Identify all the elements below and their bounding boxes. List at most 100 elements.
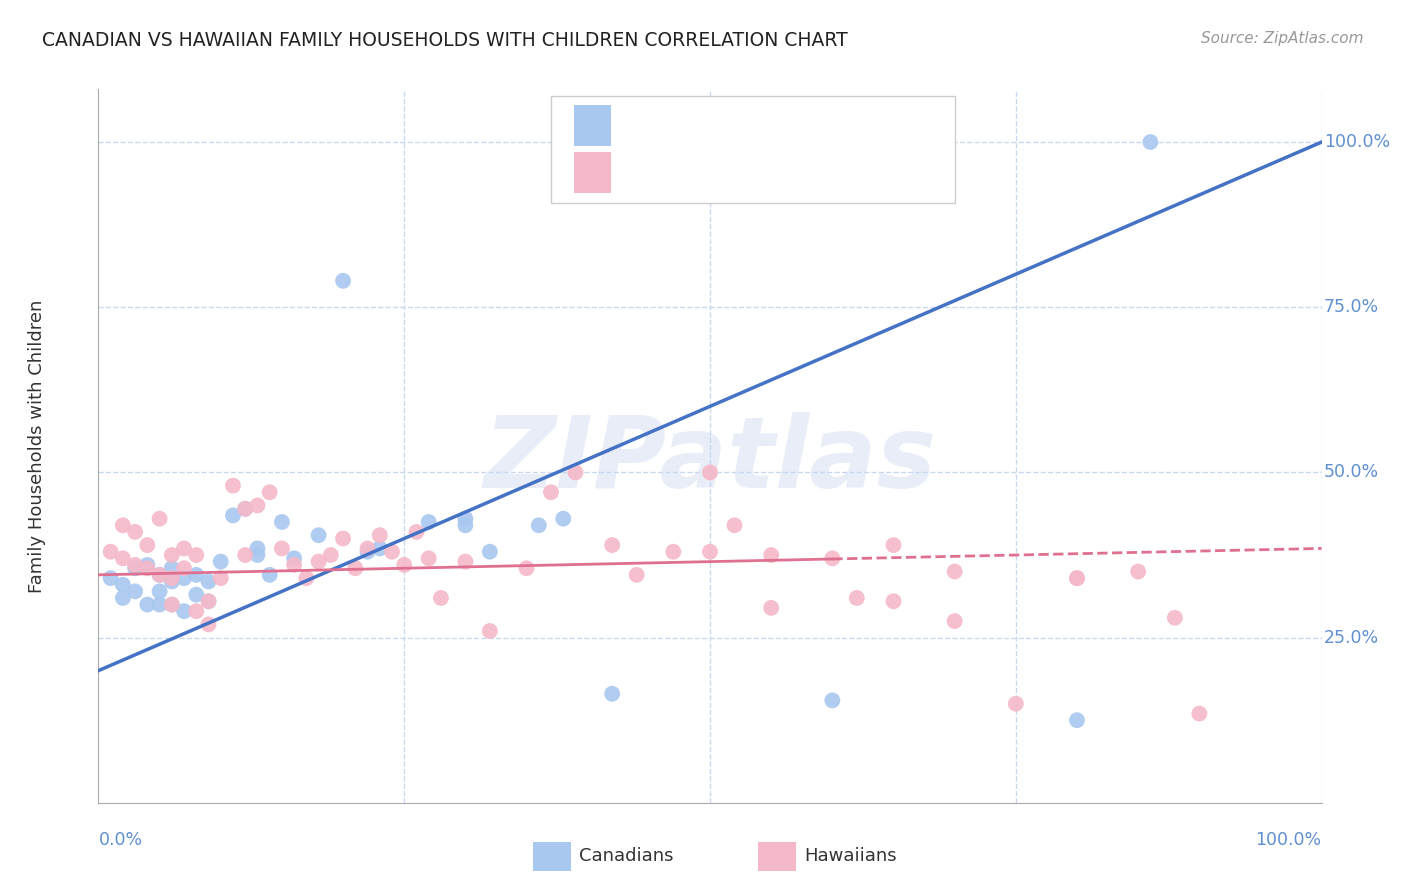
Text: CANADIAN VS HAWAIIAN FAMILY HOUSEHOLDS WITH CHILDREN CORRELATION CHART: CANADIAN VS HAWAIIAN FAMILY HOUSEHOLDS W… xyxy=(42,31,848,50)
Point xyxy=(209,571,232,585)
Point xyxy=(124,558,146,572)
Point xyxy=(160,571,183,585)
Text: 25.0%: 25.0% xyxy=(1324,629,1379,647)
Point xyxy=(405,524,427,539)
Point xyxy=(283,551,305,566)
Point xyxy=(209,555,232,569)
Point xyxy=(454,511,477,525)
Point xyxy=(173,561,195,575)
FancyBboxPatch shape xyxy=(551,96,955,203)
Text: 100.0%: 100.0% xyxy=(1256,831,1322,849)
Point xyxy=(173,541,195,556)
Point xyxy=(100,545,122,559)
Point xyxy=(478,545,501,559)
Point xyxy=(186,588,208,602)
Point xyxy=(136,538,159,552)
Point xyxy=(1066,571,1088,585)
Point xyxy=(381,545,404,559)
Point xyxy=(186,548,208,562)
Point xyxy=(392,558,416,572)
Point xyxy=(246,541,269,556)
FancyBboxPatch shape xyxy=(574,152,612,193)
Point xyxy=(699,545,721,559)
Point xyxy=(1004,697,1026,711)
Text: ZIPatlas: ZIPatlas xyxy=(484,412,936,508)
Point xyxy=(600,538,623,552)
Point xyxy=(626,567,648,582)
Point xyxy=(430,591,453,605)
Point xyxy=(883,538,905,552)
Point xyxy=(246,548,269,562)
Point xyxy=(111,518,134,533)
Point xyxy=(540,485,562,500)
Point xyxy=(149,598,172,612)
Point xyxy=(527,518,550,533)
Point xyxy=(186,567,208,582)
Point xyxy=(149,584,172,599)
Point xyxy=(356,541,378,556)
Point xyxy=(100,571,122,585)
Point xyxy=(111,551,134,566)
Point xyxy=(136,598,159,612)
Point xyxy=(233,548,256,562)
Point xyxy=(259,567,281,582)
Point xyxy=(454,555,477,569)
Point xyxy=(222,508,245,523)
Point xyxy=(136,561,159,575)
Point xyxy=(308,555,330,569)
Point xyxy=(124,561,146,575)
Point xyxy=(283,558,305,572)
Point xyxy=(553,511,575,525)
Point xyxy=(197,617,219,632)
Point xyxy=(368,528,391,542)
Point xyxy=(222,478,245,492)
Text: 100.0%: 100.0% xyxy=(1324,133,1391,151)
Point xyxy=(1188,706,1211,721)
Point xyxy=(699,466,721,480)
Point xyxy=(160,598,183,612)
Point xyxy=(1066,713,1088,727)
Point xyxy=(515,561,537,575)
Point xyxy=(124,524,146,539)
Point xyxy=(160,574,183,589)
Point xyxy=(1164,611,1187,625)
Point xyxy=(454,518,477,533)
Point xyxy=(368,541,391,556)
Point xyxy=(197,594,219,608)
Point xyxy=(160,548,183,562)
Point xyxy=(173,604,195,618)
Text: 0.0%: 0.0% xyxy=(98,831,142,849)
Point xyxy=(246,499,269,513)
Point xyxy=(124,584,146,599)
Point xyxy=(600,687,623,701)
Point xyxy=(761,548,783,562)
Text: Canadians: Canadians xyxy=(579,847,673,865)
Point xyxy=(197,574,219,589)
Text: 75.0%: 75.0% xyxy=(1324,298,1379,317)
Point xyxy=(564,466,586,480)
Text: Source: ZipAtlas.com: Source: ZipAtlas.com xyxy=(1201,31,1364,46)
Point xyxy=(308,528,330,542)
Point xyxy=(845,591,868,605)
Point xyxy=(883,594,905,608)
Point xyxy=(418,515,440,529)
Point xyxy=(1128,565,1150,579)
Point xyxy=(418,551,440,566)
Point xyxy=(136,558,159,572)
Point xyxy=(233,501,256,516)
Point xyxy=(149,511,172,525)
Point xyxy=(160,598,183,612)
Point xyxy=(356,545,378,559)
Text: R =  0.050   N =  73: R = 0.050 N = 73 xyxy=(628,162,841,182)
Text: R =  0.573   N =  41: R = 0.573 N = 41 xyxy=(628,116,842,135)
Point xyxy=(160,561,183,575)
Point xyxy=(173,571,195,585)
Point xyxy=(270,515,294,529)
Point xyxy=(943,565,966,579)
Point xyxy=(149,567,172,582)
Point xyxy=(332,274,354,288)
Point xyxy=(943,614,966,628)
Point xyxy=(821,551,844,566)
Point xyxy=(233,501,256,516)
Point xyxy=(111,578,134,592)
